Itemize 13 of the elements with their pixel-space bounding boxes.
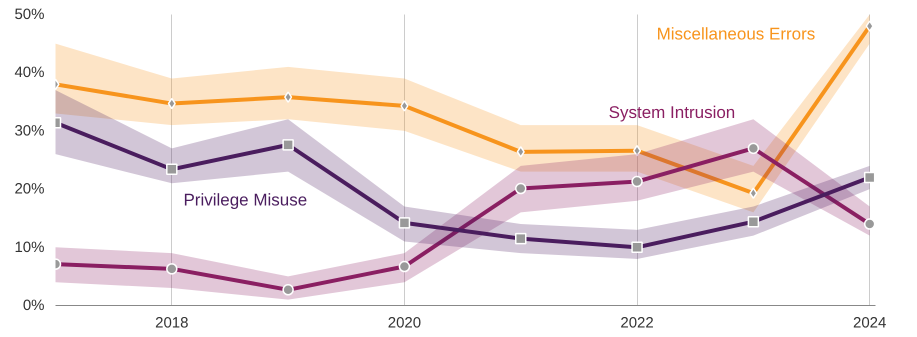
y-tick-label: 50% <box>14 6 45 23</box>
y-tick-label: 20% <box>14 180 45 198</box>
series-label: System Intrusion <box>608 103 736 122</box>
y-tick-label: 40% <box>14 64 45 82</box>
text: Miscellaneous Errors <box>656 24 816 44</box>
y-tick-label: 30% <box>14 122 45 140</box>
x-tick-label: 2020 <box>388 314 422 332</box>
y-tick-label: 10% <box>14 238 45 256</box>
x-tick-label: 2022 <box>620 314 654 332</box>
y-tick-label: 0% <box>22 297 45 314</box>
series-label: Privilege Misuse <box>183 190 308 210</box>
x-tick-label: 2018 <box>155 314 188 332</box>
x-tick-label: 2024 <box>853 314 886 332</box>
